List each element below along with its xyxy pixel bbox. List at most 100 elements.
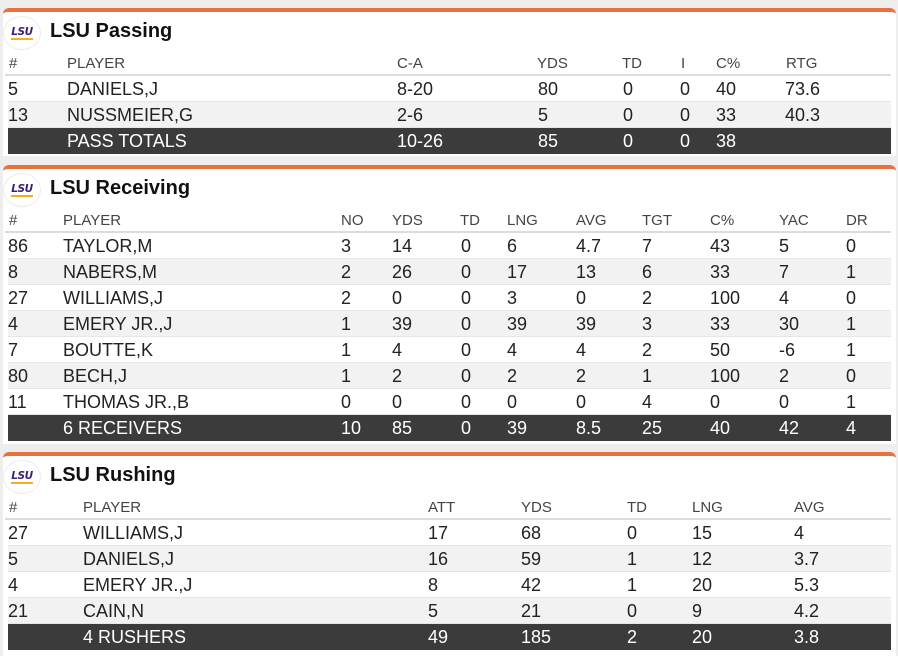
lsu-logo: LSU — [3, 16, 41, 50]
cell-ca: 2-6 — [397, 105, 424, 125]
table-row: 8 NABERS,M 2 26 0 17 13 6 33 7 1 — [8, 259, 891, 285]
table-row: 5 DANIELS,J 16 59 1 12 3.7 — [8, 546, 891, 572]
cell-td: 0 — [461, 392, 472, 412]
col-lng[interactable]: LNG — [507, 212, 538, 229]
total-pct: 38 — [716, 131, 737, 151]
cell-pct: 40 — [716, 79, 737, 99]
cell-pct: 100 — [710, 366, 741, 386]
cell-tgt: 2 — [642, 288, 653, 308]
passing-panel: LSU LSU Passing # PLAYER C-A YDS TD I C%… — [3, 8, 896, 156]
rushing-panel: LSU LSU Rushing # PLAYER ATT YDS TD LNG … — [3, 452, 896, 656]
table-row: 7 BOUTTE,K 1 4 0 4 4 2 50 -6 1 — [8, 337, 891, 363]
total-yds: 185 — [521, 627, 552, 647]
cell-td: 1 — [627, 575, 638, 595]
cell-player[interactable]: BOUTTE,K — [63, 340, 154, 360]
receiving-header: LSU LSU Receiving — [3, 169, 896, 209]
col-ca[interactable]: C-A — [397, 55, 423, 72]
cell-player[interactable]: BECH,J — [63, 366, 128, 386]
cell-player[interactable]: NUSSMEIER,G — [67, 105, 194, 125]
col-num[interactable]: # — [9, 499, 18, 516]
cell-pct: 0 — [710, 392, 721, 412]
col-avg[interactable]: AVG — [794, 499, 825, 516]
cell-yds: 59 — [521, 549, 542, 569]
cell-num: 27 — [8, 288, 29, 308]
total-yds: 85 — [538, 131, 559, 151]
passing-title: LSU Passing — [50, 20, 173, 42]
col-num[interactable]: # — [9, 212, 18, 229]
cell-player[interactable]: TAYLOR,M — [63, 236, 153, 256]
totals-row: 4 RUSHERS 49 185 2 20 3.8 — [8, 624, 891, 650]
col-yds[interactable]: YDS — [537, 55, 568, 72]
cell-tgt: 1 — [642, 366, 653, 386]
col-yds[interactable]: YDS — [521, 499, 552, 516]
cell-player[interactable]: DANIELS,J — [83, 549, 175, 569]
cell-lng: 4 — [507, 340, 518, 360]
cell-avg: 0 — [576, 288, 587, 308]
cell-lng: 2 — [507, 366, 518, 386]
col-lng[interactable]: LNG — [692, 499, 723, 516]
passing-header: LSU LSU Passing — [3, 12, 896, 52]
cell-tgt: 3 — [642, 314, 653, 334]
col-no[interactable]: NO — [341, 212, 364, 229]
cell-player[interactable]: CAIN,N — [83, 601, 145, 621]
col-player[interactable]: PLAYER — [67, 55, 126, 72]
cell-num: 21 — [8, 601, 29, 621]
col-att[interactable]: ATT — [428, 499, 456, 516]
cell-yds: 0 — [392, 392, 403, 412]
cell-player[interactable]: WILLIAMS,J — [83, 523, 184, 543]
total-label: PASS TOTALS — [67, 131, 187, 151]
cell-lng: 39 — [507, 314, 528, 334]
col-int[interactable]: I — [681, 55, 686, 72]
cell-player[interactable]: EMERY JR.,J — [83, 575, 193, 595]
col-dr[interactable]: DR — [846, 212, 868, 229]
total-lng: 20 — [692, 627, 713, 647]
col-pct[interactable]: C% — [716, 55, 741, 72]
col-player[interactable]: PLAYER — [83, 499, 142, 516]
cell-player[interactable]: THOMAS JR.,B — [63, 392, 190, 412]
lsu-logo: LSU — [3, 460, 41, 494]
cell-player[interactable]: NABERS,M — [63, 262, 158, 282]
cell-yds: 21 — [521, 601, 542, 621]
cell-yds: 14 — [392, 236, 413, 256]
col-tgt[interactable]: TGT — [642, 212, 672, 229]
cell-td: 1 — [627, 549, 638, 569]
table-row: 86 TAYLOR,M 3 14 0 6 4.7 7 43 5 0 — [8, 233, 891, 259]
cell-player[interactable]: DANIELS,J — [67, 79, 159, 99]
cell-num: 8 — [8, 262, 19, 282]
total-td: 0 — [623, 131, 634, 151]
total-td: 0 — [461, 418, 472, 438]
col-pct[interactable]: C% — [710, 212, 735, 229]
cell-yds: 2 — [392, 366, 403, 386]
cell-tgt: 2 — [642, 340, 653, 360]
totals-row: 6 RECEIVERS 10 85 0 39 8.5 25 40 42 4 — [8, 415, 891, 441]
cell-int: 0 — [680, 79, 691, 99]
col-td[interactable]: TD — [627, 499, 647, 516]
col-yds[interactable]: YDS — [392, 212, 423, 229]
col-yac[interactable]: YAC — [779, 212, 809, 229]
cell-yac: 30 — [779, 314, 800, 334]
cell-dr: 0 — [846, 236, 857, 256]
rushing-column-headers: # PLAYER ATT YDS TD LNG AVG — [5, 496, 891, 520]
cell-yds: 26 — [392, 262, 413, 282]
cell-num: 13 — [8, 105, 29, 125]
cell-lng: 15 — [692, 523, 713, 543]
col-avg[interactable]: AVG — [576, 212, 607, 229]
cell-rtg: 73.6 — [785, 79, 821, 99]
col-td[interactable]: TD — [460, 212, 480, 229]
cell-pct: 43 — [710, 236, 731, 256]
rushing-header: LSU LSU Rushing — [3, 456, 896, 496]
cell-tgt: 6 — [642, 262, 653, 282]
cell-player[interactable]: WILLIAMS,J — [63, 288, 164, 308]
cell-avg: 4 — [576, 340, 587, 360]
col-num[interactable]: # — [9, 55, 18, 72]
cell-lng: 3 — [507, 288, 518, 308]
col-td[interactable]: TD — [622, 55, 642, 72]
total-dr: 4 — [846, 418, 857, 438]
cell-num: 5 — [8, 549, 19, 569]
col-rtg[interactable]: RTG — [786, 55, 818, 72]
cell-player[interactable]: EMERY JR.,J — [63, 314, 173, 334]
lsu-logo: LSU — [3, 173, 41, 207]
cell-avg: 4.7 — [576, 236, 602, 256]
cell-no: 2 — [341, 262, 352, 282]
col-player[interactable]: PLAYER — [63, 212, 122, 229]
